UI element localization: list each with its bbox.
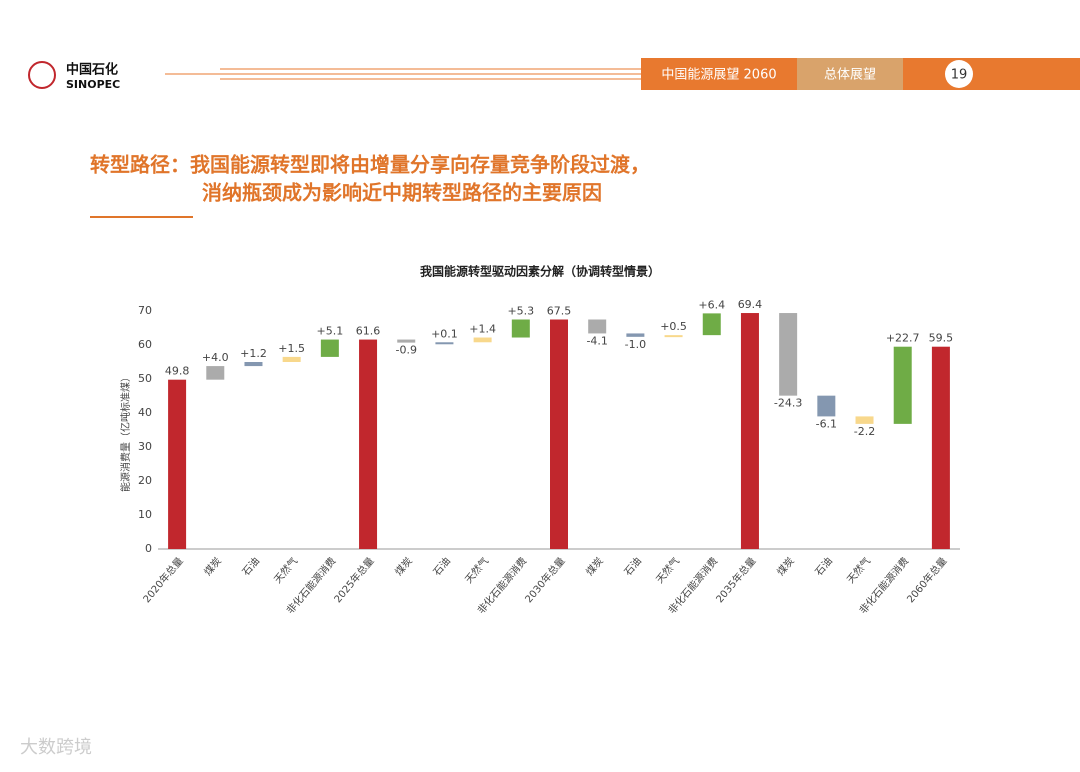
x-tick-label: 2020年总量 xyxy=(140,555,186,606)
section-tab xyxy=(903,58,1080,90)
value-label: 69.4 xyxy=(738,298,763,311)
bar xyxy=(244,362,263,367)
value-label: -4.1 xyxy=(586,334,607,347)
section-tab xyxy=(641,58,797,90)
x-tick-label: 天然气 xyxy=(271,555,300,586)
bar xyxy=(320,339,339,357)
bar xyxy=(359,339,378,549)
bar xyxy=(282,356,301,362)
heading: 消纳瓶颈成为影响近中期转型路径的主要原因 xyxy=(202,181,602,205)
x-tick-label: 2030年总量 xyxy=(522,555,568,606)
watermark: 大数跨境 xyxy=(20,737,92,758)
x-tick-label: 煤炭 xyxy=(201,555,224,579)
x-tick-label: 石油 xyxy=(812,555,835,579)
y-tick-label: 40 xyxy=(138,406,152,419)
x-tick-label: 石油 xyxy=(621,555,644,579)
x-tick-label: 煤炭 xyxy=(774,555,797,579)
section-tab xyxy=(797,58,903,90)
y-axis-label: 能源消费量（亿吨标准煤） xyxy=(119,372,132,492)
value-label: +6.4 xyxy=(698,298,725,311)
value-label: 59.5 xyxy=(929,332,954,345)
y-tick-label: 10 xyxy=(138,508,152,521)
value-label: +1.4 xyxy=(469,323,496,336)
y-tick-label: 60 xyxy=(138,338,152,351)
y-tick-label: 50 xyxy=(138,372,152,385)
bar xyxy=(855,416,874,424)
value-label: -24.3 xyxy=(774,397,802,410)
value-label: 49.8 xyxy=(165,365,190,378)
section-label: 中国能源展望 2060 xyxy=(661,67,776,83)
page-circle xyxy=(945,60,973,88)
bar xyxy=(626,333,645,337)
value-label: +1.2 xyxy=(240,347,267,360)
y-tick-label: 70 xyxy=(138,304,152,317)
value-label: -1.0 xyxy=(625,338,646,351)
bar xyxy=(397,339,416,343)
x-tick-label: 2060年总量 xyxy=(904,555,950,606)
bar xyxy=(473,337,492,343)
bar xyxy=(511,319,530,338)
bar xyxy=(664,335,683,338)
value-label: 67.5 xyxy=(547,305,572,318)
section-label: 总体展望 xyxy=(824,67,876,83)
page-number: 19 xyxy=(951,68,968,83)
x-tick-label: 煤炭 xyxy=(392,555,415,579)
logo-icon xyxy=(28,61,56,89)
x-tick-label: 天然气 xyxy=(462,555,491,586)
bar xyxy=(740,313,759,549)
bar xyxy=(206,366,225,380)
x-tick-label: 煤炭 xyxy=(583,555,606,579)
logo-cn: 中国石化 xyxy=(66,62,118,78)
value-label: +1.5 xyxy=(278,342,305,355)
value-label: -2.2 xyxy=(854,425,875,438)
value-label: +4.0 xyxy=(202,351,229,364)
bar xyxy=(588,319,607,334)
bar xyxy=(702,313,721,336)
bar xyxy=(893,346,912,424)
x-tick-label: 石油 xyxy=(239,555,262,579)
plot: 0 10 20 30 40 50 60 70 49.8 2020年总量 +4.0 煤炭 +1.2 石油 +1… xyxy=(138,298,960,616)
x-tick-label: 天然气 xyxy=(653,555,682,586)
bar xyxy=(550,319,568,549)
y-tick-label: 20 xyxy=(138,474,152,487)
bar xyxy=(435,342,454,345)
logo-en: SINOPEC xyxy=(66,78,120,91)
bar xyxy=(931,346,950,549)
bar xyxy=(779,313,798,396)
value-label: +0.1 xyxy=(431,327,458,340)
value-label: -0.9 xyxy=(396,344,417,357)
heading: 转型路径：我国能源转型即将由增量分享向存量竞争阶段过渡， xyxy=(90,153,650,177)
logo: 中国石化 SINOPEC xyxy=(28,61,120,91)
x-tick-label: 2035年总量 xyxy=(713,555,759,606)
y-tick-label: 30 xyxy=(138,440,152,453)
value-label: 61.6 xyxy=(356,325,381,338)
value-label: -6.1 xyxy=(816,417,837,430)
value-label: +22.7 xyxy=(886,332,920,345)
x-tick-label: 天然气 xyxy=(844,555,873,586)
value-label: +0.5 xyxy=(660,320,687,333)
chart-title: 我国能源转型驱动因素分解（协调转型情景） xyxy=(420,264,660,279)
y-tick-label: 0 xyxy=(145,542,152,555)
value-label: +5.1 xyxy=(316,325,343,338)
x-tick-label: 石油 xyxy=(430,555,453,579)
x-tick-label: 2025年总量 xyxy=(331,555,377,606)
value-label: +5.3 xyxy=(507,305,534,318)
bar xyxy=(168,379,187,549)
bar xyxy=(817,395,836,417)
